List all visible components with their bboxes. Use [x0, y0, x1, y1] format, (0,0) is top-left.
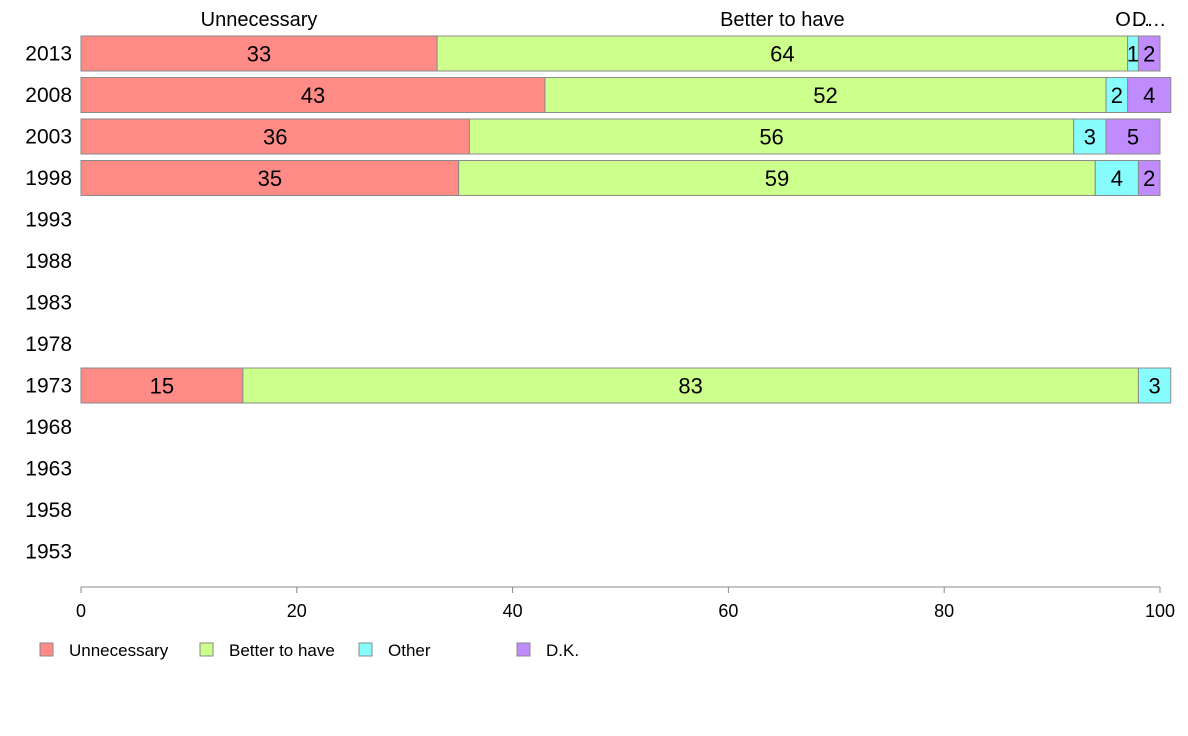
- category-label: 1993: [25, 209, 72, 232]
- bar-segment-better-to-have: [242, 367, 1139, 404]
- legend-label: D.K.: [546, 641, 579, 660]
- data-label: 4: [1111, 166, 1123, 191]
- bar-segment-better-to-have: [436, 35, 1129, 72]
- y-axis-labels: 2013 2008 2003 1998 1993 1988 1983 1978 1973 1968…: [25, 43, 72, 564]
- data-label: 83: [678, 374, 702, 399]
- category-label: 1978: [25, 333, 72, 356]
- category-label: 1973: [25, 375, 72, 398]
- category-label: 1958: [25, 499, 72, 522]
- category-label: 1963: [25, 458, 72, 481]
- data-label: 52: [813, 83, 837, 108]
- category-label: 1998: [25, 167, 72, 190]
- bar-segment-unnecessary: [80, 77, 546, 113]
- bar-segment-d-k: [1127, 77, 1172, 113]
- data-label: 4: [1143, 83, 1155, 108]
- data-label: 64: [770, 42, 794, 67]
- category-label: 1968: [25, 416, 72, 439]
- data-label: 36: [263, 125, 287, 150]
- data-label: 33: [247, 42, 271, 67]
- x-tick-label: 100: [1145, 601, 1175, 621]
- data-label: 2: [1143, 166, 1155, 191]
- x-tick-label: 0: [76, 601, 86, 621]
- data-label: 3: [1084, 125, 1096, 150]
- data-label: 2: [1111, 83, 1123, 108]
- data-label: 5: [1127, 125, 1139, 150]
- bar-segment-unnecessary: [80, 118, 470, 155]
- legend-swatch: [39, 642, 54, 657]
- legend-label: Unnecessary: [69, 641, 169, 660]
- bar-segment-d-k: [1105, 118, 1161, 155]
- bar-segment-d-k: [1137, 35, 1161, 72]
- data-label: 3: [1148, 374, 1160, 399]
- category-label: 1983: [25, 292, 72, 315]
- column-header: Better to have: [720, 9, 845, 31]
- x-tick-label: 60: [718, 601, 738, 621]
- data-label: 2: [1143, 42, 1155, 67]
- legend: Unnecessary Better to have Other D.K.: [39, 641, 579, 660]
- column-header: O…: [1115, 9, 1151, 31]
- column-header: Unnecessary: [201, 9, 318, 31]
- category-label: 1988: [25, 250, 72, 273]
- x-tick-label: 80: [934, 601, 954, 621]
- bar-segment-unnecessary: [80, 160, 460, 196]
- x-tick-label: 40: [503, 601, 523, 621]
- bar-segment-other: [1137, 367, 1172, 404]
- data-label: 43: [301, 83, 325, 108]
- category-label: 2008: [25, 84, 72, 107]
- legend-swatch: [516, 642, 531, 657]
- x-tick-label: 20: [287, 601, 307, 621]
- data-label: 35: [258, 166, 282, 191]
- category-label: 1953: [25, 541, 72, 564]
- data-label: 15: [150, 374, 174, 399]
- data-label: 56: [759, 125, 783, 150]
- data-label: 59: [765, 166, 789, 191]
- column-header: D…: [1132, 9, 1166, 31]
- data-label: 1: [1127, 42, 1139, 67]
- bar-segment-unnecessary: [80, 367, 244, 404]
- legend-swatch: [358, 642, 373, 657]
- column-headers: Unnecessary Better to have O…D…: [201, 9, 1167, 31]
- category-label: 2003: [25, 126, 72, 149]
- bar-segment-other: [1073, 118, 1107, 155]
- legend-label: Better to have: [229, 641, 335, 660]
- category-label: 2013: [25, 43, 72, 66]
- legend-swatch: [199, 642, 214, 657]
- bars-group: 33 64 1 243 52 2 436 56 3 535 59 4 215 83 3: [80, 35, 1172, 404]
- bar-segment-other: [1094, 160, 1139, 196]
- bar-segment-d-k: [1137, 160, 1161, 196]
- legend-label: Other: [388, 641, 431, 660]
- x-axis: 0 20 40 60 80 100: [76, 586, 1175, 621]
